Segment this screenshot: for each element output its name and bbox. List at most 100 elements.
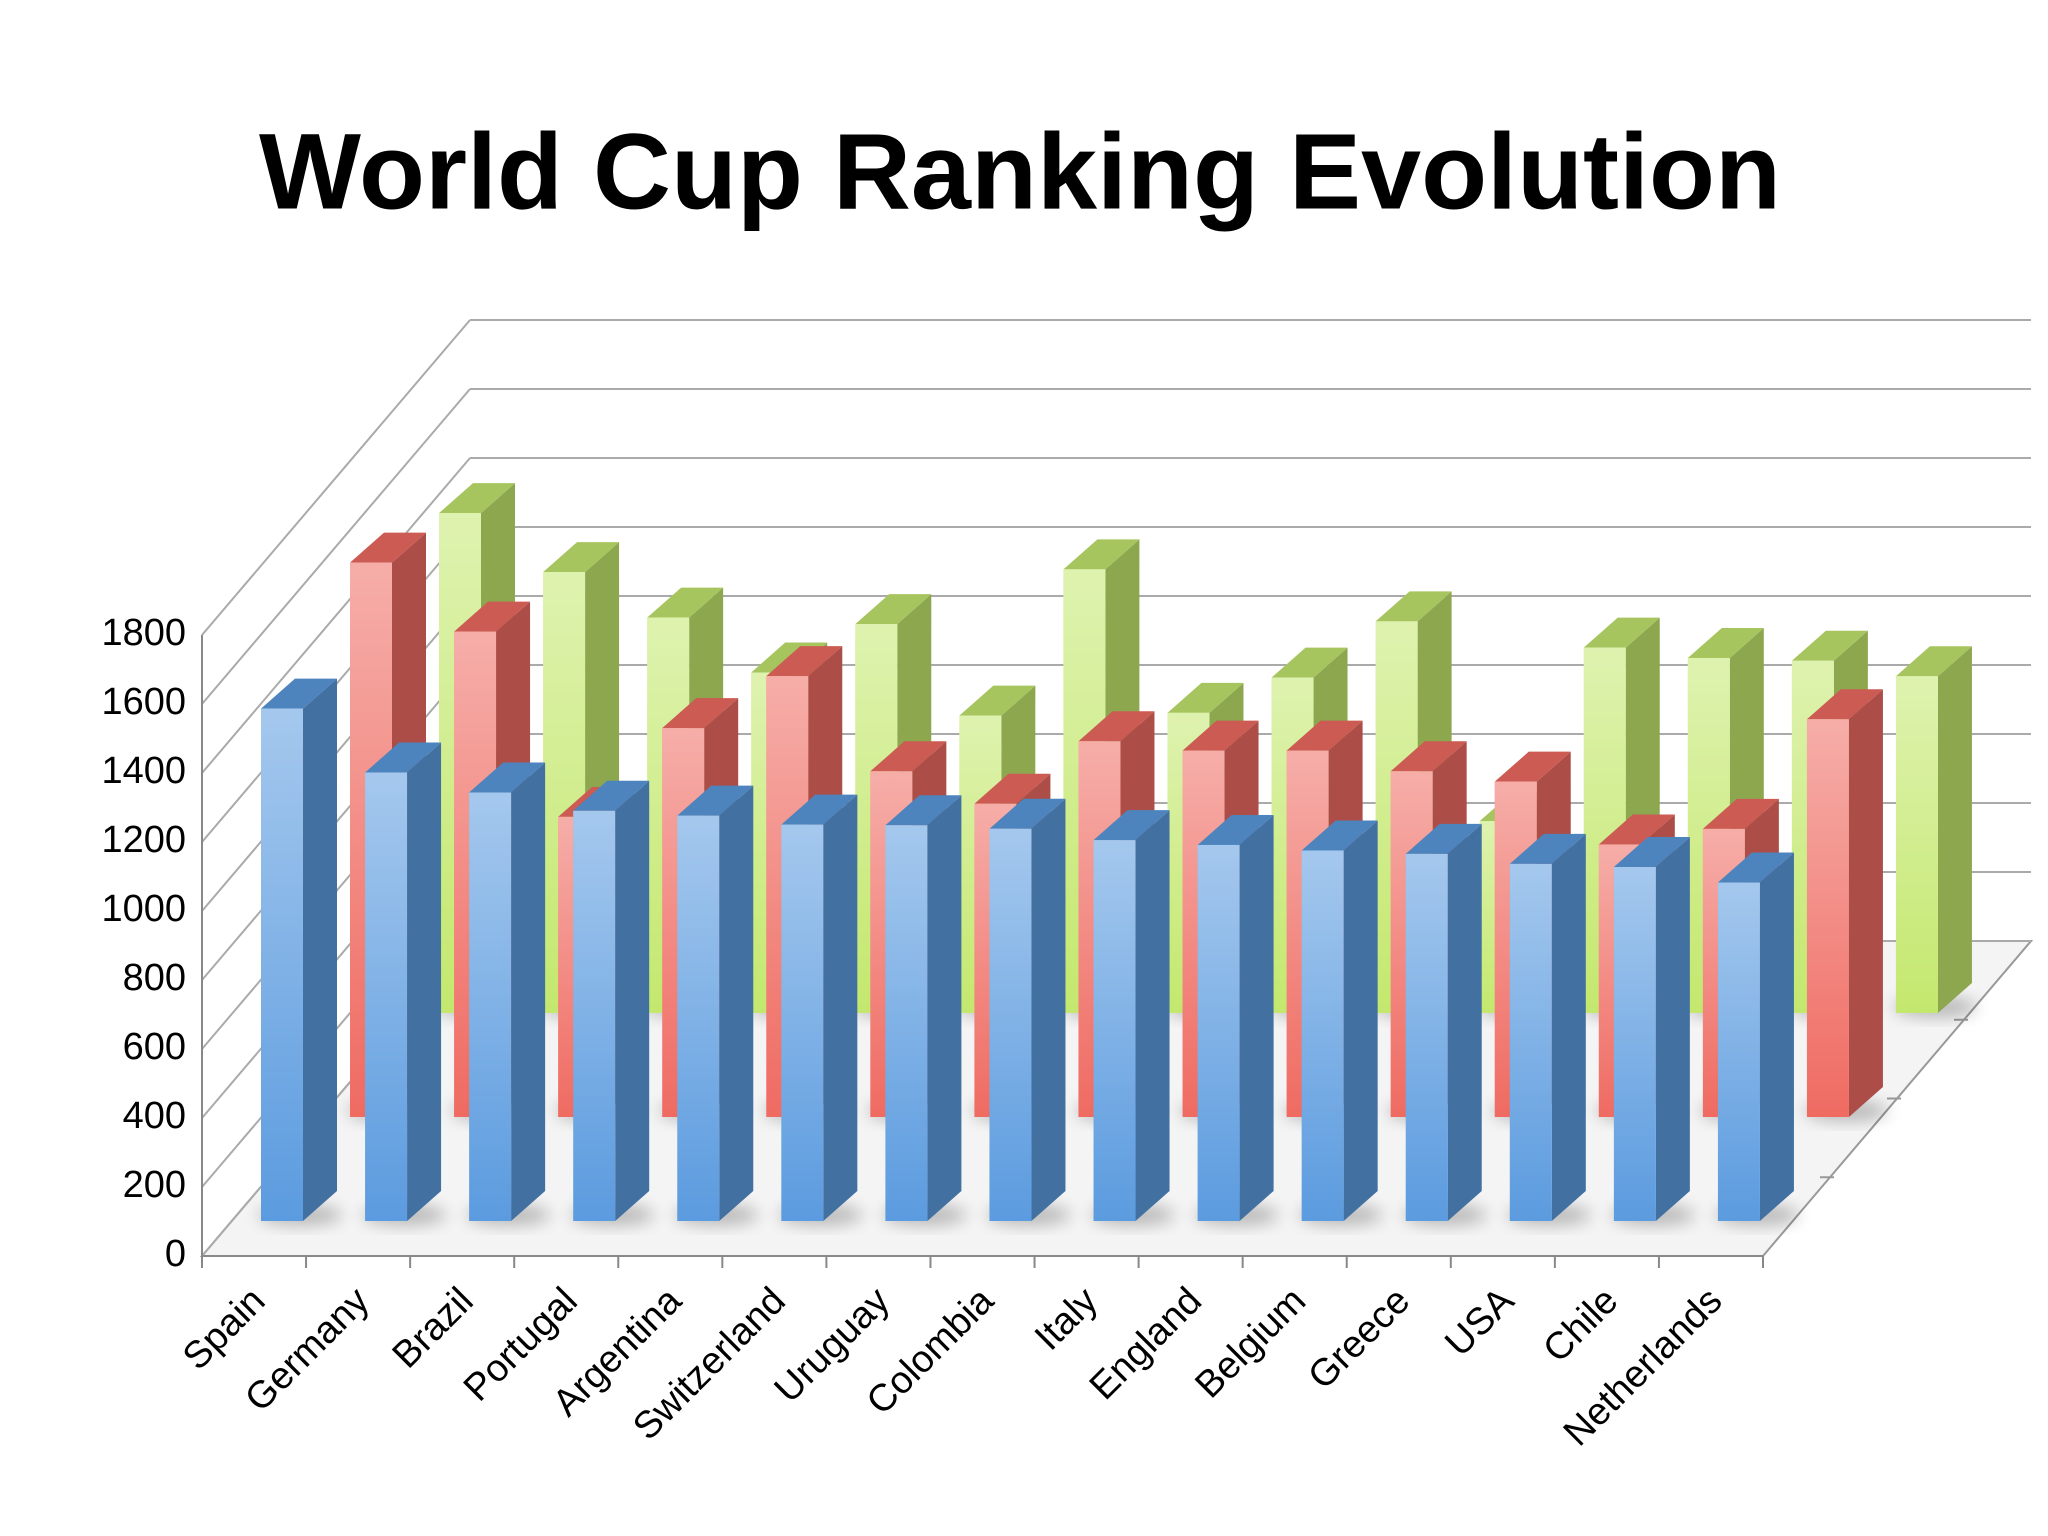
y-tick-label: 1600 [101, 681, 186, 723]
bar-side [1655, 837, 1690, 1221]
bar-side [823, 794, 858, 1221]
bar-side [303, 678, 337, 1221]
bar-top [1063, 539, 1140, 570]
bar-side [927, 795, 962, 1221]
grid-line [201, 319, 471, 636]
bar-top [1167, 682, 1244, 713]
bar-top [974, 773, 1051, 804]
bar-side [1551, 833, 1586, 1221]
y-tick-label: 1800 [101, 612, 186, 654]
grid-line [201, 457, 471, 774]
bar-top [439, 483, 515, 514]
bar-top [1702, 798, 1779, 829]
bar-top [365, 742, 442, 773]
bar-top [1078, 711, 1155, 742]
bar-side [1343, 820, 1378, 1221]
bar-top [543, 542, 620, 573]
bar-top [454, 601, 531, 632]
bar-shine [573, 810, 616, 1221]
bar-top [1405, 823, 1482, 854]
x-tick-label: Chile [1535, 1280, 1626, 1371]
bar-top [1375, 591, 1452, 622]
bar-side [1848, 689, 1883, 1117]
chart-title: World Cup Ranking Evolution [259, 111, 1781, 232]
x-tick-label: Brazil [385, 1280, 482, 1377]
bar-shine [781, 824, 824, 1221]
bar-shine [989, 828, 1032, 1221]
x-tick-label: Belgium [1187, 1280, 1314, 1407]
bar-shine [261, 708, 303, 1221]
bar-top [1583, 617, 1660, 648]
bar-top [1895, 646, 1972, 677]
bar-shine [677, 815, 720, 1221]
y-tick-label: 800 [123, 957, 186, 999]
bar-side [1447, 823, 1482, 1221]
bar-top [1271, 647, 1348, 678]
bar-top [1806, 689, 1883, 720]
bar-top [350, 532, 426, 563]
x-tick-label: Greece [1300, 1280, 1418, 1398]
bar-top [1613, 837, 1690, 868]
bar-shine [365, 772, 408, 1221]
bar-side [1937, 646, 1972, 1013]
grid-line [201, 388, 471, 705]
bar-top [1598, 814, 1675, 845]
bar-top [1687, 627, 1764, 658]
y-tick-label: 200 [123, 1164, 186, 1206]
bar-top [1286, 720, 1363, 751]
bar-shine [1093, 840, 1136, 1221]
bar-side [511, 762, 546, 1221]
bar-shine [1197, 844, 1240, 1221]
bar-top [1509, 833, 1586, 864]
x-tick-label: Italy [1027, 1280, 1106, 1359]
bar-shine [1806, 719, 1849, 1117]
bar-side [1759, 852, 1794, 1221]
bar-top [855, 594, 932, 625]
y-tick-label: 1000 [101, 888, 186, 930]
bar-side [719, 785, 754, 1221]
bar-shine [1301, 850, 1344, 1221]
bar-top [469, 762, 546, 793]
bar-top [1494, 751, 1571, 782]
bar-shine [1405, 853, 1448, 1221]
bar-top [647, 587, 724, 618]
bar-top [959, 685, 1036, 716]
y-tick-label: 1200 [101, 819, 186, 861]
bar-top [1093, 810, 1170, 841]
bar-top [662, 698, 739, 729]
bar-top [870, 741, 947, 772]
bar-shine [1613, 867, 1656, 1221]
bar-top [1197, 814, 1274, 845]
bar-shine [469, 792, 512, 1221]
bar-top [989, 798, 1066, 829]
x-tick-label: USA [1437, 1279, 1522, 1364]
bar-top [781, 794, 858, 825]
bar-top [261, 678, 337, 709]
bar-top [1301, 820, 1378, 851]
y-tick-label: 1400 [101, 750, 186, 792]
bar-top [885, 795, 962, 826]
bar-top [766, 646, 843, 677]
bar-top [1390, 741, 1467, 772]
bar-side [615, 780, 650, 1221]
bar-side [407, 742, 442, 1221]
bar-shine [1895, 676, 1938, 1013]
bar-top [573, 780, 650, 811]
y-tick-label: 400 [123, 1095, 186, 1137]
x-tick-label: Spain [175, 1280, 273, 1378]
bar-shine [1509, 863, 1552, 1221]
bar-top [677, 785, 754, 816]
bar-side [1239, 814, 1274, 1221]
bar-shine [1717, 882, 1760, 1221]
x-tick-label: England [1082, 1280, 1210, 1408]
y-tick-label: 0 [165, 1233, 186, 1275]
bar-shine [885, 825, 928, 1221]
bar-side [1135, 810, 1170, 1221]
bar-side [1031, 798, 1066, 1221]
bar-top [1791, 630, 1868, 661]
bar-top [1182, 720, 1259, 751]
y-tick-label: 600 [123, 1026, 186, 1068]
bar-top [1717, 852, 1794, 883]
